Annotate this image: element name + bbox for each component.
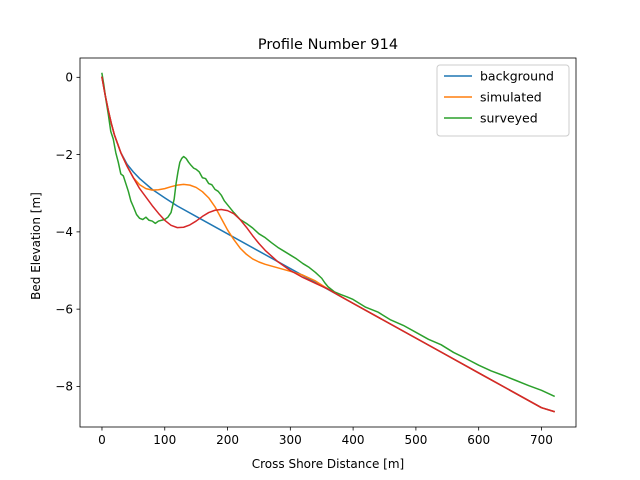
plot-lines — [101, 72, 556, 413]
x-tick-label: 100 — [153, 433, 176, 447]
x-tick-label: 0 — [98, 433, 106, 447]
y-tick-label: −8 — [55, 380, 73, 394]
x-tick-label: 600 — [467, 433, 490, 447]
y-tick-label: 0 — [65, 71, 73, 85]
y-axis: 0 −2 −4 −6 −8 — [55, 71, 80, 394]
x-tick-label: 400 — [342, 433, 365, 447]
x-axis-label: Cross Shore Distance [m] — [252, 457, 404, 471]
y-tick-label: −2 — [55, 148, 73, 162]
y-tick-label: −6 — [55, 302, 73, 316]
legend-label-simulated: simulated — [480, 90, 542, 105]
x-tick-label: 200 — [216, 433, 239, 447]
y-tick-label: −4 — [55, 225, 73, 239]
legend-label-background: background — [480, 69, 554, 84]
legend-label-surveyed: surveyed — [480, 111, 538, 126]
x-tick-label: 500 — [404, 433, 427, 447]
y-axis-label: Bed Elevation [m] — [29, 192, 43, 300]
chart-title: Profile Number 914 — [258, 37, 398, 53]
series-line-surveyed — [101, 72, 556, 398]
x-tick-label: 300 — [279, 433, 302, 447]
plot-frame — [79, 57, 577, 428]
x-tick-label: 700 — [530, 433, 553, 447]
legend: background simulated surveyed — [436, 64, 570, 137]
x-axis: 0 100 200 300 400 500 600 700 — [98, 427, 553, 447]
series-line-series-3 — [101, 76, 555, 413]
